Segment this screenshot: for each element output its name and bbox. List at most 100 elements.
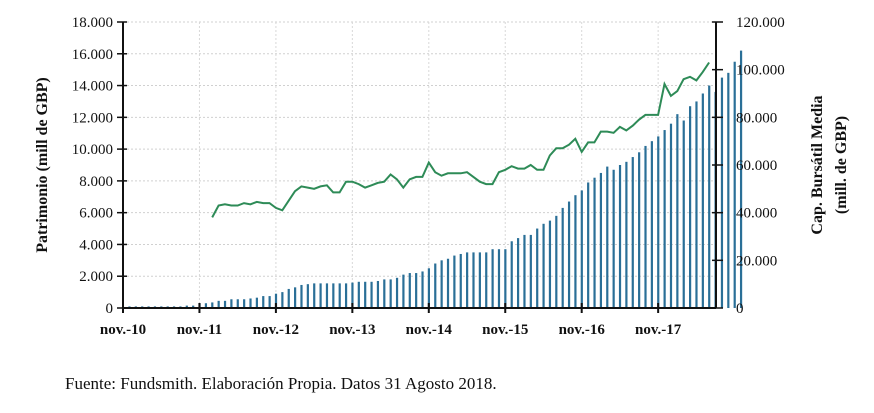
bar — [319, 283, 322, 308]
bar — [485, 252, 488, 308]
right-tick-label: 20.000 — [736, 253, 777, 269]
bar — [599, 172, 603, 308]
bar — [230, 299, 233, 308]
bar — [542, 223, 545, 308]
bar — [555, 215, 558, 308]
bar — [185, 305, 188, 308]
bar — [669, 123, 673, 308]
right-tick-label: 120.000 — [736, 15, 785, 31]
bar — [606, 166, 609, 308]
bar — [695, 101, 698, 308]
bar — [389, 279, 392, 308]
bar — [313, 283, 316, 308]
bar — [217, 300, 220, 308]
bar — [446, 258, 450, 308]
gridlines — [123, 21, 716, 308]
x-tick-label: nov.-14 — [406, 322, 453, 338]
bar — [466, 252, 469, 308]
right-tick-label: 80.000 — [736, 110, 777, 126]
bar — [300, 284, 303, 308]
bar — [497, 249, 501, 308]
source-footnote: Fuente: Fundsmith. Elaboración Propia. D… — [65, 374, 497, 393]
bar — [395, 277, 399, 308]
bar — [306, 284, 309, 308]
bar — [338, 283, 341, 308]
bar — [383, 279, 386, 308]
bar — [739, 50, 743, 308]
bar — [720, 77, 724, 308]
bar — [689, 106, 692, 308]
bar — [567, 201, 571, 308]
bar — [727, 72, 730, 308]
right-tick-label: 100.000 — [736, 63, 785, 79]
bar — [536, 228, 539, 308]
line-series-cap-bursatil — [211, 61, 710, 218]
left-tick-label: 16.000 — [72, 47, 113, 63]
bar — [370, 281, 373, 308]
right-axis-title-line2: (mill. de GBP) — [833, 116, 850, 214]
bar — [574, 195, 577, 308]
bar — [204, 303, 208, 308]
left-tick-label: 14.000 — [72, 79, 113, 95]
left-tick-label: 4.000 — [79, 237, 113, 253]
chart: 0 2.000 4.000 6.000 8.000 10.000 12.000 14.000 1… — [34, 15, 850, 338]
bar — [708, 85, 711, 308]
bar — [325, 283, 329, 308]
bar — [421, 271, 424, 308]
bar — [701, 93, 704, 308]
left-axis-title: Patrimonio (mill de GBP) — [34, 77, 51, 253]
bar — [593, 177, 596, 308]
bar — [612, 169, 615, 308]
bar — [638, 152, 641, 308]
bar — [255, 297, 258, 308]
left-axis-ticks: 0 2.000 4.000 6.000 8.000 10.000 12.000 14.000 1… — [72, 15, 127, 317]
bar — [211, 302, 214, 308]
bar — [510, 241, 513, 308]
bar — [434, 263, 437, 308]
bar — [357, 281, 360, 308]
bar — [644, 145, 647, 308]
bar — [408, 273, 411, 308]
bar — [529, 234, 532, 308]
x-tick-label: nov.-15 — [482, 322, 528, 338]
x-axis-ticks: nov.-10 nov.-11 nov.-12 nov.-13 nov.-14 nov.-… — [100, 303, 682, 338]
left-tick-label: 0 — [106, 301, 114, 317]
x-tick-label: nov.-11 — [177, 322, 222, 338]
bar — [453, 255, 456, 308]
bar — [192, 305, 195, 308]
left-tick-label: 10.000 — [72, 142, 113, 158]
bar — [650, 141, 653, 308]
bar-series-patrimonio — [128, 50, 743, 309]
bar — [236, 299, 239, 308]
bar — [268, 296, 271, 308]
bar — [657, 136, 660, 308]
bar — [682, 120, 685, 308]
bar — [676, 114, 679, 309]
bar — [281, 292, 284, 308]
left-tick-label: 6.000 — [79, 206, 113, 222]
bar — [243, 299, 246, 308]
x-tick-label: nov.-12 — [253, 322, 299, 338]
bar — [459, 253, 462, 308]
right-axis-title-line1: Cap. Bursátil Media — [809, 95, 826, 234]
bar — [262, 296, 265, 308]
x-tick-label: nov.-17 — [635, 322, 682, 338]
bar — [402, 274, 405, 308]
x-tick-label: nov.-10 — [100, 322, 146, 338]
bar — [332, 283, 335, 308]
bar — [580, 190, 583, 308]
left-tick-label: 12.000 — [72, 110, 113, 126]
bar — [491, 249, 494, 308]
bar — [364, 281, 367, 308]
bar — [223, 300, 227, 308]
right-tick-label: 40.000 — [736, 206, 777, 222]
bar — [587, 182, 590, 308]
bar — [376, 280, 380, 308]
bar — [344, 283, 348, 308]
bar — [351, 282, 354, 308]
right-tick-label: 0 — [736, 301, 744, 317]
x-tick-label: nov.-16 — [559, 322, 606, 338]
bar — [287, 288, 290, 308]
bar — [274, 293, 278, 308]
bar — [663, 130, 666, 308]
